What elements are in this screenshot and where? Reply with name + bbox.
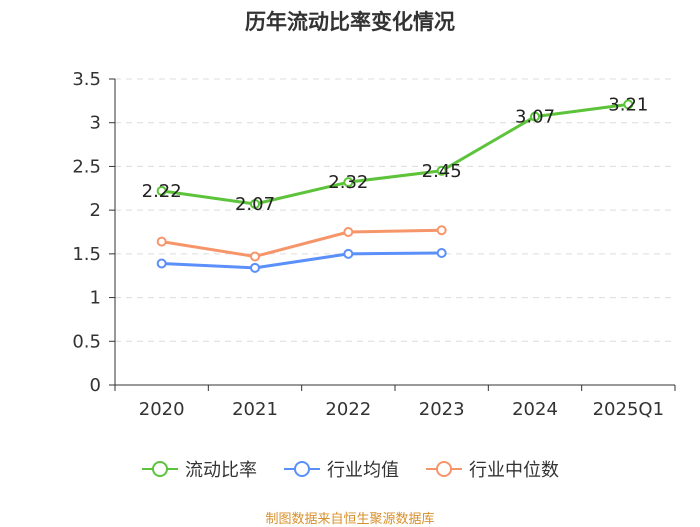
series-line [161,228,442,258]
data-point [343,177,354,188]
legend-marker-orange [426,461,462,477]
data-label: 3.21 [608,94,648,115]
legend-item-industry-mean[interactable]: 行业均值 [283,456,399,482]
data-point [623,99,634,110]
y-tick-label: 3.5 [72,69,101,90]
data-point [343,227,354,237]
legend-marker-blue [284,461,320,477]
legend-label: 行业中位数 [469,460,559,481]
legend-label: 行业均值 [327,460,399,481]
chart-legend: 流动比率 行业均值 行业中位数 [0,456,700,482]
data-label: 2.32 [328,172,368,193]
series-line [161,251,442,270]
legend-item-current-ratio[interactable]: 流动比率 [141,456,257,482]
data-label: 2.22 [142,181,182,202]
legend-marker-green [142,461,178,477]
data-point [156,185,167,196]
series-line [161,102,629,206]
data-point [156,236,167,247]
data-point [436,225,447,236]
y-tick-label: 1.5 [72,244,101,265]
data-point [250,251,260,262]
y-tick-label: 0 [90,375,101,396]
y-tick-label: 3 [90,113,101,134]
data-point [530,111,540,122]
data-point [250,262,260,273]
data-point [343,248,354,259]
x-tick-label: 2023 [419,399,465,420]
data-point [436,165,447,176]
y-tick-label: 0.5 [72,331,101,352]
y-tick-label: 2 [90,200,101,221]
chart-title: 历年流动比率变化情况 [245,10,455,34]
data-point [436,247,447,258]
y-tick-label: 1 [90,288,101,309]
x-tick-label: 2025Q1 [593,399,664,420]
data-label: 2.07 [235,194,275,215]
x-tick-label: 2024 [512,399,558,420]
data-source-note: 制图数据来自恒生聚源数据库 [265,512,435,527]
data-point [156,258,167,269]
x-tick-label: 2020 [139,399,185,420]
legend-item-industry-median[interactable]: 行业中位数 [425,456,559,482]
x-tick-label: 2022 [325,399,371,420]
data-point [250,199,260,210]
y-tick-label: 2.5 [72,156,101,177]
data-label: 2.45 [422,161,462,182]
x-tick-label: 2021 [232,399,278,420]
legend-label: 流动比率 [185,460,257,481]
data-label: 3.07 [515,107,555,128]
